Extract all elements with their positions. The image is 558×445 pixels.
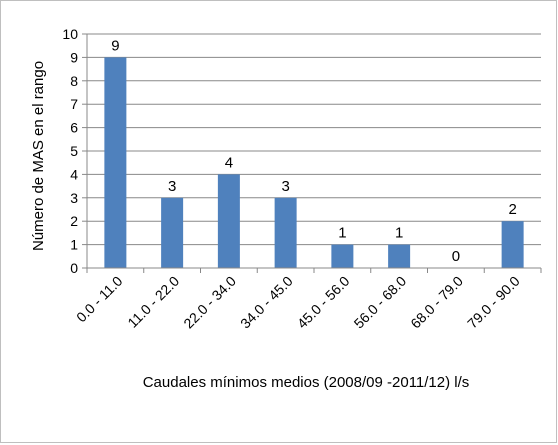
data-label: 1 — [395, 225, 403, 242]
x-axis-label: Caudales mínimos medios (2008/09 -2011/1… — [143, 374, 470, 391]
y-tick-label: 9 — [70, 49, 78, 65]
y-tick-label: 0 — [70, 260, 78, 276]
bar — [274, 197, 297, 268]
data-label: 0 — [452, 248, 460, 265]
data-label: 4 — [225, 154, 233, 171]
y-tick-label: 2 — [70, 213, 78, 229]
y-tick-label: 4 — [70, 166, 78, 182]
y-tick-label: 7 — [70, 96, 78, 112]
bar — [161, 197, 184, 268]
data-label: 3 — [281, 178, 289, 195]
y-tick-label: 5 — [70, 143, 78, 159]
y-tick-label: 3 — [70, 190, 78, 206]
x-tick-label: 11.0 - 22.0 — [124, 273, 182, 331]
bar — [217, 174, 240, 268]
x-tick-labels: 0.0 - 11.011.0 - 22.022.0 - 34.034.0 - 4… — [73, 273, 523, 332]
data-label: 1 — [338, 225, 346, 242]
x-tick-label: 56.0 - 68.0 — [351, 273, 410, 332]
y-tick-label: 10 — [62, 26, 78, 42]
data-label: 9 — [111, 37, 119, 54]
x-tick-label: 68.0 - 79.0 — [407, 273, 466, 332]
bar — [104, 57, 127, 269]
data-label: 2 — [508, 201, 516, 218]
data-label: 3 — [168, 178, 176, 195]
x-tick-label: 22.0 - 34.0 — [180, 273, 239, 332]
x-tick-label: 45.0 - 56.0 — [294, 273, 353, 332]
y-axis-label: Número de MAS en el rango — [30, 61, 47, 251]
x-tick-label: 79.0 - 90.0 — [464, 273, 523, 332]
bar — [331, 244, 354, 268]
y-tick-label: 1 — [70, 237, 78, 253]
data-labels: 9 3 4 3 1 1 0 2 — [111, 37, 517, 265]
y-tick-labels: 0 1 2 3 4 5 6 7 8 9 10 — [62, 26, 78, 276]
x-tick-label: 0.0 - 11.0 — [73, 273, 126, 326]
bar — [501, 221, 524, 268]
grid-lines — [82, 33, 542, 273]
x-tick-label: 34.0 - 45.0 — [237, 273, 296, 332]
y-tick-label: 8 — [70, 73, 78, 89]
bars — [104, 57, 524, 269]
bar — [388, 244, 411, 268]
y-tick-label: 6 — [70, 120, 78, 136]
